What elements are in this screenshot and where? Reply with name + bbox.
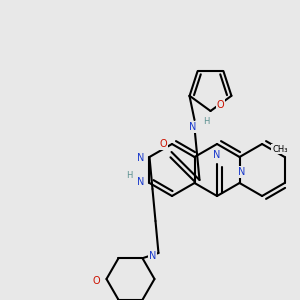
Text: N: N [213, 150, 221, 160]
Text: H: H [203, 118, 210, 127]
Text: N: N [189, 122, 196, 132]
Text: N: N [137, 153, 144, 163]
Text: H: H [126, 170, 133, 179]
Text: O: O [213, 149, 221, 159]
Text: O: O [217, 100, 224, 110]
Text: N: N [238, 167, 245, 177]
Text: CH₃: CH₃ [272, 145, 288, 154]
Text: N: N [149, 251, 156, 261]
Text: O: O [160, 139, 167, 149]
Text: N: N [137, 177, 144, 187]
Text: O: O [93, 276, 100, 286]
